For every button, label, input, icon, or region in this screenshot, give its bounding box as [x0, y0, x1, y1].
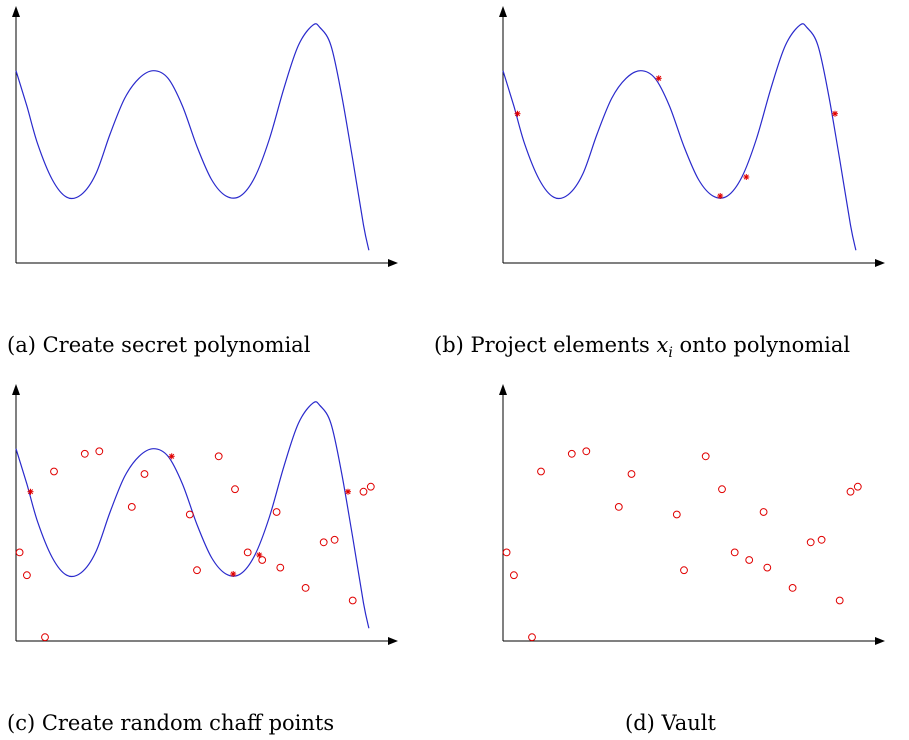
- chaff-point: [614, 502, 623, 511]
- genuine-point: [27, 488, 34, 495]
- chaff-point: [359, 487, 368, 496]
- genuine-point: [717, 193, 724, 199]
- chaff-point: [276, 563, 285, 572]
- genuine-point: [345, 488, 351, 495]
- chaff-point: [730, 548, 739, 557]
- y-axis-arrow: [12, 6, 20, 17]
- chaff-point: [763, 563, 772, 572]
- genuine-point: [230, 571, 237, 577]
- caption-b-suffix: onto polynomial: [672, 333, 851, 357]
- y-axis-arrow: [12, 384, 20, 395]
- plot-d: [499, 384, 885, 645]
- chaff-point: [817, 535, 826, 544]
- chaff-point: [537, 467, 545, 476]
- chaff-point: [243, 548, 252, 557]
- genuine-point: [743, 174, 750, 180]
- polynomial-curve: [15, 23, 370, 251]
- caption-b: (b) Project elements xi onto polynomial: [434, 333, 850, 361]
- caption-b-variable: x: [656, 333, 669, 357]
- chaff-point: [701, 452, 710, 461]
- chaff-point: [301, 584, 310, 592]
- polynomial-curve: [15, 401, 370, 629]
- chaff-point: [185, 510, 194, 519]
- chaff-point: [759, 508, 768, 516]
- chaff-point: [50, 467, 58, 476]
- chaff-point: [348, 596, 357, 605]
- plot-a: [12, 6, 398, 267]
- chaff-point: [80, 449, 89, 458]
- chaff-point: [788, 584, 797, 592]
- genuine-point: [832, 110, 838, 117]
- chaff-point: [366, 482, 375, 491]
- panel-project-elements: [495, 0, 895, 290]
- genuine-point: [168, 453, 175, 460]
- x-axis-arrow: [875, 259, 885, 267]
- chaff-point: [231, 485, 239, 494]
- genuine-point: [256, 552, 263, 558]
- chaff-point: [846, 487, 855, 496]
- chaff-point: [140, 470, 149, 478]
- chaff-point: [627, 470, 636, 478]
- x-axis-arrow: [875, 637, 885, 645]
- chaff-point: [853, 482, 862, 491]
- plot-c: [12, 384, 398, 645]
- genuine-point: [514, 110, 521, 117]
- chaff-point: [528, 633, 536, 642]
- chaff-point: [718, 485, 726, 494]
- chaff-point: [567, 449, 576, 458]
- chaff-point: [502, 548, 511, 557]
- caption-d: (d) Vault: [625, 711, 716, 735]
- chaff-point: [258, 556, 267, 564]
- x-axis-arrow: [388, 637, 398, 645]
- chaff-point: [214, 452, 223, 461]
- chaff-point: [330, 535, 339, 544]
- x-axis-arrow: [388, 259, 398, 267]
- chaff-point: [319, 538, 328, 547]
- chaff-point: [23, 571, 31, 580]
- polynomial-curve: [502, 23, 857, 251]
- chaff-point: [95, 447, 104, 456]
- caption-c: (c) Create random chaff points: [7, 711, 335, 735]
- y-axis-arrow: [499, 384, 507, 395]
- caption-a: (a) Create secret polynomial: [7, 333, 311, 357]
- genuine-point: [655, 75, 662, 82]
- y-axis-arrow: [499, 6, 507, 17]
- chaff-point: [680, 566, 688, 575]
- panel-vault: [495, 378, 895, 668]
- plot-b: [499, 6, 885, 267]
- panel-secret-polynomial: [8, 0, 408, 290]
- caption-b-prefix: (b) Project elements: [434, 333, 657, 357]
- chaff-point: [835, 596, 844, 605]
- panel-chaff-points: [8, 378, 408, 668]
- chaff-point: [272, 508, 281, 516]
- chaff-point: [806, 538, 815, 547]
- chaff-point: [745, 556, 754, 564]
- chaff-point: [193, 566, 201, 575]
- chaff-point: [582, 447, 591, 456]
- chaff-point: [15, 548, 24, 557]
- chaff-point: [510, 571, 518, 580]
- chaff-point: [672, 510, 681, 519]
- chaff-point: [127, 502, 136, 511]
- caption-b-subscript: i: [668, 345, 673, 362]
- chaff-point: [41, 633, 49, 642]
